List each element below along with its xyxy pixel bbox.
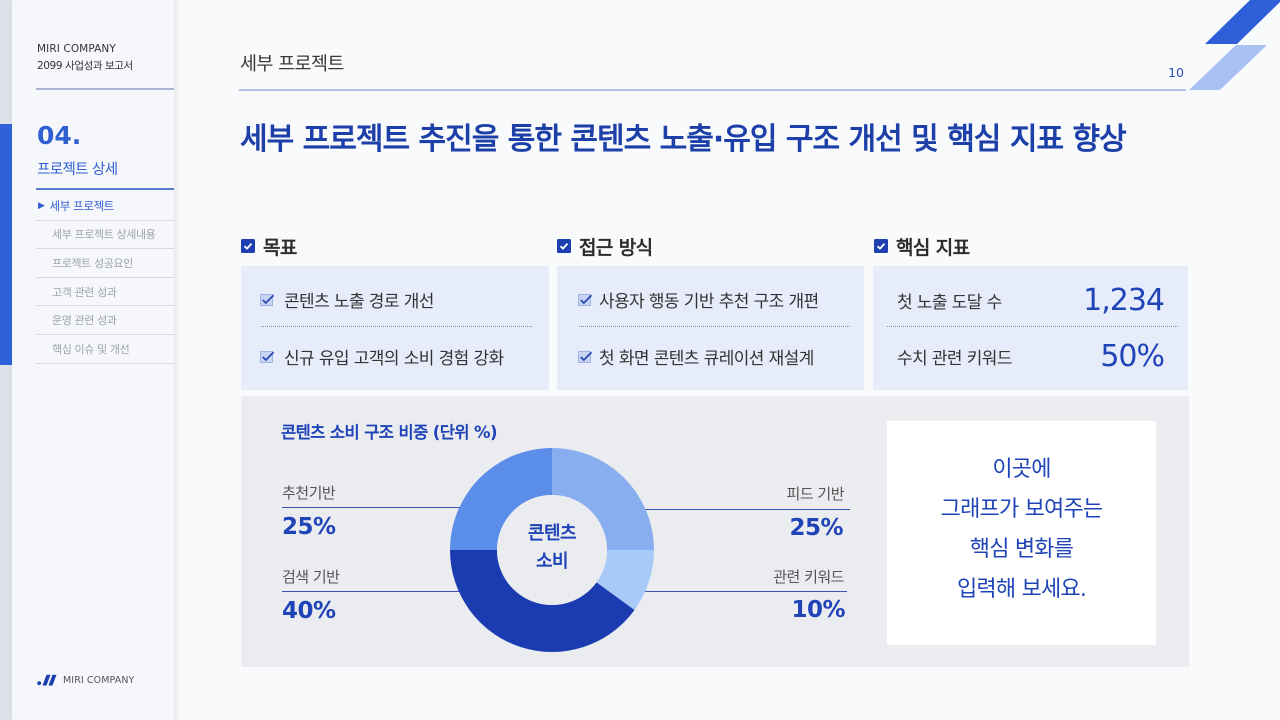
dotted-divider	[579, 326, 850, 327]
check-item-icon	[578, 293, 593, 306]
page-number: 10	[1168, 65, 1184, 80]
donut-chart	[450, 448, 654, 652]
checkbox-checked-icon	[874, 239, 888, 253]
donut-center-label: 콘텐츠 소비	[502, 520, 602, 576]
company-logo-icon	[37, 674, 57, 686]
metric-label: 수치 관련 키워드	[897, 348, 1012, 369]
checkbox-checked-icon	[241, 239, 255, 253]
chart-label-search: 검색 기반	[282, 568, 340, 586]
chart-value-feed: 25%	[789, 515, 843, 541]
list-item: 콘텐츠 노출 경로 개선	[241, 284, 549, 314]
section-number: 04.	[37, 121, 82, 150]
sidebar-nav: ▶ 세부 프로젝트 세부 프로젝트 상세내용 프로젝트 성공요인 고객 관련 성…	[36, 192, 174, 364]
metric-value: 50%	[1100, 338, 1165, 374]
footer-logo: MIRI COMPANY	[37, 674, 134, 686]
check-item-icon	[260, 350, 275, 363]
donut-segment	[552, 448, 654, 550]
sidebar-item-label: 세부 프로젝트 상세내용	[52, 228, 156, 242]
sidebar-item-detail-project[interactable]: ▶ 세부 프로젝트	[36, 192, 174, 221]
metric-label: 첫 노출 도달 수	[897, 292, 1002, 313]
goal-card: 콘텐츠 노출 경로 개선 신규 유입 고객의 소비 경험 강화	[241, 266, 549, 390]
note-line: 그래프가 보여주는	[940, 497, 1104, 522]
section-heading-label: 핵심 지표	[896, 236, 970, 259]
list-item-text: 콘텐츠 노출 경로 개선	[284, 291, 434, 312]
sidebar-item-label: 핵심 이슈 및 개선	[52, 342, 130, 356]
dotted-divider	[261, 326, 532, 327]
metric-value: 1,234	[1083, 282, 1165, 318]
note-line: 입력해 보세요.	[956, 577, 1087, 602]
list-item-text: 첫 화면 콘텐츠 큐레이션 재설계	[599, 348, 814, 369]
donut-hole	[497, 495, 607, 605]
active-marker-icon: ▶	[38, 200, 45, 211]
sidebar-item-label: 프로젝트 성공요인	[52, 256, 133, 270]
note-line: 이곳에	[992, 457, 1051, 482]
chart-label-recommend: 추천기반	[282, 484, 336, 502]
chart-label-feed: 피드 기반	[786, 485, 845, 503]
check-item-icon	[260, 293, 275, 306]
chart-label-keyword: 관련 키워드	[773, 568, 844, 586]
chart-title: 콘텐츠 소비 구조 비중 (단위 %)	[281, 423, 498, 442]
sidebar	[12, 0, 174, 720]
leader-line	[637, 509, 850, 510]
check-item-icon	[578, 350, 593, 363]
donut-segment	[450, 550, 635, 652]
donut-center-line: 소비	[535, 551, 569, 572]
graph-note-box: 이곳에 그래프가 보여주는 핵심 변화를 입력해 보세요.	[887, 421, 1156, 645]
approach-card: 사용자 행동 기반 추천 구조 개편 첫 화면 콘텐츠 큐레이션 재설계	[557, 266, 864, 390]
sidebar-company-name: MIRI COMPANY	[37, 43, 116, 55]
section-heading-metrics: 핵심 지표	[874, 236, 970, 259]
leader-line	[282, 507, 473, 508]
footer-logo-text: MIRI COMPANY	[63, 674, 135, 686]
leader-line	[282, 591, 472, 592]
sidebar-item-label: 고객 관련 성과	[52, 285, 117, 299]
note-line: 핵심 변화를	[969, 537, 1074, 562]
chart-value-search: 40%	[282, 598, 336, 624]
list-item: 사용자 행동 기반 추천 구조 개편	[557, 284, 864, 314]
sidebar-item-customer-results[interactable]: 고객 관련 성과	[36, 278, 174, 307]
chart-value-recommend: 25%	[282, 514, 336, 540]
metric-row: 수치 관련 키워드 50%	[873, 338, 1188, 374]
sidebar-item-operation-results[interactable]: 운영 관련 성과	[36, 306, 174, 335]
donut-center-line: 콘텐츠	[527, 523, 577, 544]
metric-row: 첫 노출 도달 수 1,234	[873, 282, 1188, 318]
list-item: 신규 유입 고객의 소비 경험 강화	[241, 341, 549, 371]
donut-segment	[450, 448, 552, 550]
leader-line	[637, 591, 847, 592]
sidebar-item-key-issues[interactable]: 핵심 이슈 및 개선	[36, 335, 174, 364]
sidebar-item-label: 운영 관련 성과	[52, 314, 117, 328]
list-item: 첫 화면 콘텐츠 큐레이션 재설계	[557, 341, 864, 371]
section-heading-label: 목표	[263, 236, 297, 259]
chart-value-keyword: 10%	[791, 597, 845, 623]
page-title: 세부 프로젝트 추진을 통한 콘텐츠 노출·유입 구조 개선 및 핵심 지표 향…	[240, 122, 1127, 157]
corner-stripes-decoration	[1189, 0, 1280, 90]
sidebar-report-title: 2099 사업성과 보고서	[37, 60, 133, 72]
section-heading-approach: 접근 방식	[557, 236, 653, 259]
sidebar-item-label: 세부 프로젝트	[49, 198, 115, 213]
metrics-card: 첫 노출 도달 수 1,234 수치 관련 키워드 50%	[873, 266, 1188, 390]
section-heading-goal: 목표	[241, 236, 297, 259]
sidebar-item-success-factors[interactable]: 프로젝트 성공요인	[36, 249, 174, 278]
sidebar-divider	[36, 88, 174, 90]
checkbox-checked-icon	[557, 239, 571, 253]
list-item-text: 신규 유입 고객의 소비 경험 강화	[284, 348, 504, 369]
section-title: 프로젝트 상세	[37, 162, 118, 178]
dotted-divider	[887, 326, 1178, 327]
breadcrumb: 세부 프로젝트	[240, 54, 344, 75]
section-divider	[36, 188, 174, 190]
list-item-text: 사용자 행동 기반 추천 구조 개편	[599, 291, 819, 312]
header-divider	[239, 89, 1186, 91]
sidebar-item-project-details[interactable]: 세부 프로젝트 상세내용	[36, 221, 174, 250]
donut-segment	[596, 550, 654, 610]
section-heading-label: 접근 방식	[579, 236, 653, 259]
left-edge-accent-bar	[0, 124, 12, 365]
